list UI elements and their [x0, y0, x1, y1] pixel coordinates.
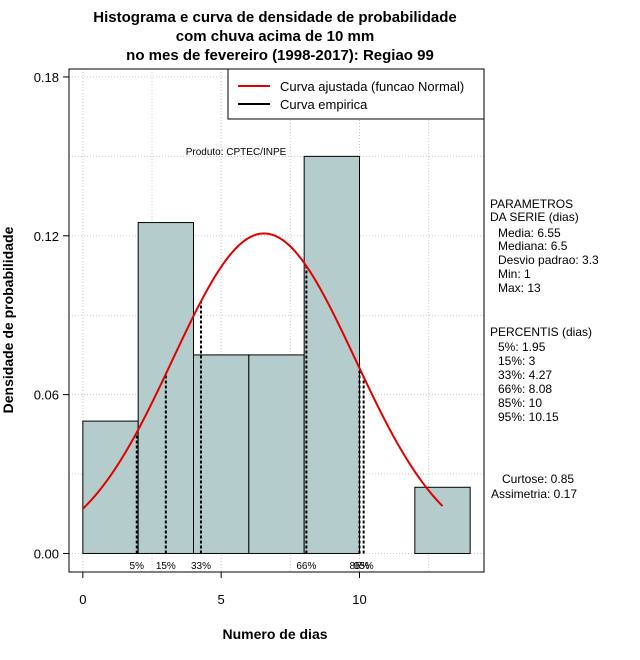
- y-tick-label: 0.18: [34, 70, 59, 85]
- x-axis-label: Numero de dias: [222, 626, 327, 642]
- x-tick-label: 10: [352, 592, 366, 607]
- histogram-bar: [303, 155, 360, 554]
- y-axis-label: Densidade de probabilidade: [0, 226, 16, 413]
- title-line-3: no mes de fevereiro (1998-2017): Regiao …: [126, 47, 434, 64]
- parametros-heading-2: DA SERIE (dias): [490, 210, 579, 224]
- percentile-label: 15%: [156, 561, 176, 572]
- title-line-2: com chuva acima de 10 mm: [176, 28, 374, 45]
- percentiles-panel: PERCENTIS (dias) 5%: 1.95 15%: 3 33%: 4.…: [490, 325, 592, 424]
- x-tick-label: 5: [218, 592, 225, 607]
- parametro-max: Max: 13: [498, 281, 541, 295]
- legend: Curva ajustada (funcao Normal) Curva emp…: [227, 68, 485, 120]
- x-tick-label: 0: [79, 592, 86, 607]
- percentile-label: 66%: [296, 561, 316, 572]
- chart-title: Histograma e curva de densidade de proba…: [93, 9, 456, 64]
- percentil-33: 33%: 4.27: [498, 368, 552, 382]
- percentile-label: 85%: [349, 561, 369, 572]
- parametro-mediana: Mediana: 6.5: [498, 239, 568, 253]
- percentil-15: 15%: 3: [498, 354, 536, 368]
- y-axis: 0.00 0.06 0.12 0.18: [34, 70, 70, 561]
- normal-curve: [82, 232, 444, 510]
- histogram-bar: [193, 354, 250, 554]
- parametro-desvio: Desvio padrao: 3.3: [498, 253, 599, 267]
- y-tick-label: 0.06: [34, 388, 59, 403]
- legend-label-empirical: Curva empirica: [280, 97, 368, 112]
- normal-curve-line: [82, 232, 444, 510]
- y-tick-label: 0.12: [34, 229, 59, 244]
- title-line-1: Histograma e curva de densidade de proba…: [93, 9, 456, 26]
- percentile-label: 5%: [130, 561, 145, 572]
- percentis-heading: PERCENTIS (dias): [490, 325, 592, 339]
- percentil-5: 5%: 1.95: [498, 340, 546, 354]
- curtose: Curtose: 0.85: [502, 472, 574, 486]
- legend-label-normal: Curva ajustada (funcao Normal): [280, 79, 464, 94]
- percentile-label: 95%: [354, 561, 374, 572]
- assimetria: Assimetria: 0.17: [491, 487, 577, 501]
- x-axis: 0 5 10: [79, 571, 367, 607]
- percentil-85: 85%: 10: [498, 396, 542, 410]
- parametros-heading-1: PARAMETROS: [490, 197, 573, 211]
- histogram-bar: [248, 354, 305, 554]
- percentil-66: 66%: 8.08: [498, 382, 552, 396]
- histogram-bar: [414, 486, 471, 554]
- percentile-label: 33%: [191, 561, 211, 572]
- percentile-lines: 5% 15% 33% 66% 85%95%: [130, 266, 374, 572]
- product-label: Produto: CPTEC/INPE: [186, 147, 287, 158]
- legend-box: [227, 68, 485, 120]
- series-parameters: PARAMETROS DA SERIE (dias) Media: 6.55 M…: [490, 197, 599, 295]
- shape-stats: Curtose: 0.85 Assimetria: 0.17: [491, 472, 577, 501]
- histogram-bar: [82, 420, 139, 554]
- parametro-media: Media: 6.55: [498, 226, 561, 240]
- parametro-min: Min: 1: [498, 267, 531, 281]
- y-tick-label: 0.00: [34, 546, 59, 561]
- percentil-95: 95%: 10.15: [498, 410, 559, 424]
- histogram-bars: [82, 155, 471, 554]
